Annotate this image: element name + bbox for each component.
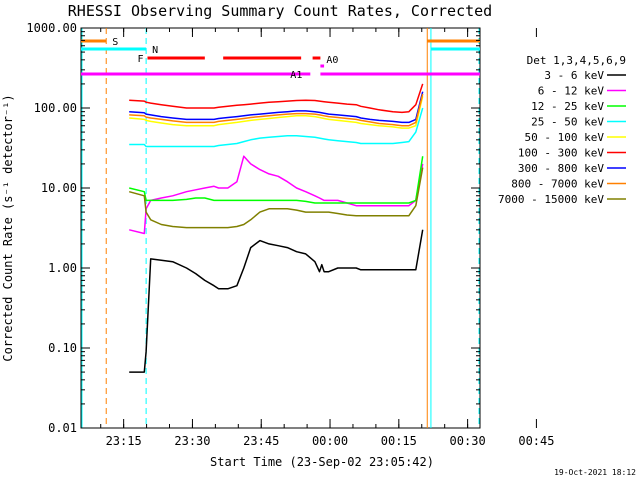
- y-tick-label: 1000.00: [26, 21, 77, 35]
- series-line-25-50-kev: [129, 107, 424, 148]
- chart-title: RHESSI Observing Summary Count Rates, Co…: [68, 2, 492, 20]
- x-tick-label: 00:00: [312, 434, 348, 448]
- x-axis-ticks: 23:15 23:30 23:45 00:00 00:15 00:30 00:45: [100, 28, 554, 448]
- x-tick-label: 00:15: [381, 434, 417, 448]
- annotation-bars: S NF A0 A1: [81, 37, 480, 81]
- legend-label-100-300-kev: 100 - 300 keV: [518, 147, 604, 160]
- legend: Det 1,3,4,5,6,9 3 - 6 keV 6 - 12 keV 12 - …: [498, 54, 626, 206]
- plot-frame: [80, 27, 481, 429]
- annotation-label-a0: A0: [326, 55, 338, 66]
- legend-label-6-12-kev: 6 - 12 keV: [538, 85, 605, 98]
- y-axis-label: Corrected Count Rate (s⁻¹ detector⁻¹): [1, 94, 15, 361]
- annotation-label-n: N: [152, 45, 158, 56]
- legend-label-12-25-kev: 12 - 25 keV: [531, 100, 604, 113]
- legend-label-300-800-kev: 300 - 800 keV: [518, 162, 604, 175]
- y-axis-ticks: 1000.00 100.00 10.00 1.00 0.10 0.01: [26, 21, 480, 435]
- y-tick-label: 0.01: [48, 421, 77, 435]
- x-tick-label: 23:45: [243, 434, 279, 448]
- series-line-3-6-kev: [129, 229, 424, 373]
- legend-label-3-6-kev: 3 - 6 keV: [544, 69, 604, 82]
- series-lines: [129, 83, 424, 373]
- series-line-12-25-kev: [129, 156, 424, 204]
- series-line-300-800-kev: [129, 91, 424, 124]
- y-tick-label: 0.10: [48, 341, 77, 355]
- footer-date: 19-Oct-2021 18:12: [554, 468, 636, 477]
- x-tick-label: 00:30: [450, 434, 486, 448]
- series-line-6-12-kev: [129, 155, 424, 235]
- legend-label-7000-15000-kev: 7000 - 15000 keV: [498, 193, 604, 206]
- series-line-7000-15000-kev: [129, 167, 424, 229]
- annotation-label-s: S: [112, 37, 118, 48]
- x-tick-label: 23:30: [174, 434, 210, 448]
- series-line-800-7000-kev: [129, 93, 424, 127]
- annotation-label-a1: A1: [290, 70, 302, 81]
- y-tick-label: 1.00: [48, 261, 77, 275]
- legend-label-50-100-kev: 50 - 100 keV: [525, 131, 605, 144]
- legend-title: Det 1,3,4,5,6,9: [527, 54, 626, 67]
- annotation-label-f: F: [138, 54, 144, 65]
- legend-label-25-50-kev: 25 - 50 keV: [531, 116, 604, 129]
- series-line-50-100-kev: [129, 96, 424, 129]
- y-tick-label: 10.00: [41, 181, 77, 195]
- plot-area: [80, 27, 481, 429]
- series-line-100-300-kev: [129, 83, 424, 114]
- vertical-markers: [81, 28, 480, 428]
- x-axis-label: Start Time (23-Sep-02 23:05:42): [210, 455, 434, 469]
- x-tick-label: 00:45: [518, 434, 554, 448]
- x-tick-label: 23:15: [106, 434, 142, 448]
- legend-label-800-7000-kev: 800 - 7000 keV: [511, 178, 604, 191]
- y-tick-label: 100.00: [34, 101, 77, 115]
